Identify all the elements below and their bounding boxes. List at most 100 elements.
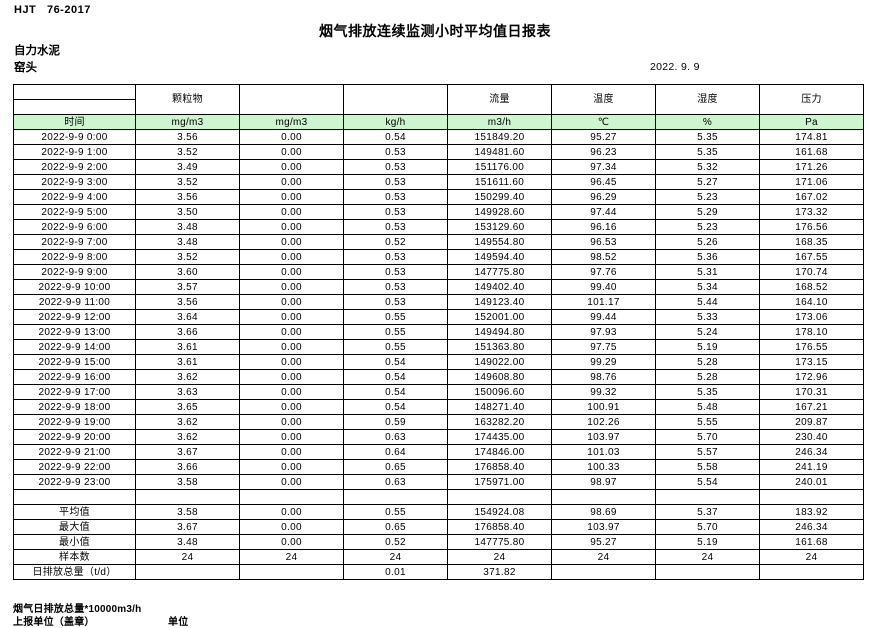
table-row: 2022-9-9 7:00 3.48 0.00 0.52 149554.80 96.53 5… (13, 234, 864, 250)
data-cell-2-value: 5.32 (655, 159, 760, 175)
data-cell-11-value: 164.10 (759, 294, 864, 310)
data-cell-17-value: 3.63 (135, 384, 240, 400)
summary-row: 最小值 3.48 0.00 0.52 147775.80 95.27 5.19 161.68 (13, 534, 864, 550)
data-cell-21-value: 3.67 (135, 444, 240, 460)
data-cell-11-value: 3.56 (135, 294, 240, 310)
data-cell-4-value: 167.02 (759, 189, 864, 205)
summary-cell-2-value: 0.00 (239, 534, 344, 550)
summary-cell-0-value: 0.00 (239, 504, 344, 520)
data-cell-21-value: 0.64 (343, 444, 448, 460)
data-cell-10-value: 149402.40 (447, 279, 552, 295)
data-cell-16-value: 98.76 (551, 369, 656, 385)
table-row: 2022-9-9 4:00 3.56 0.00 0.53 150299.40 96.29 5… (13, 189, 864, 205)
summary-cell-2-value: 3.48 (135, 534, 240, 550)
summary-row: 样本数 24 24 24 24 24 24 24 (13, 549, 864, 565)
header-unit-2: kg/h (343, 114, 448, 130)
data-cell-3-label: 2022-9-9 3:00 (13, 174, 136, 190)
summary-row: 平均值 3.58 0.00 0.55 154924.08 98.69 5.37 183.92 (13, 504, 864, 520)
summary-cell-4-value: 0.01 (343, 564, 448, 580)
data-cell-16-value: 5.28 (655, 369, 760, 385)
data-cell-4-value: 96.29 (551, 189, 656, 205)
header-unit-4: ℃ (551, 114, 656, 130)
data-cell-4-value: 0.53 (343, 189, 448, 205)
table-row: 2022-9-9 2:00 3.49 0.00 0.53 151176.00 97.34 5… (13, 159, 864, 175)
data-cell-22-value: 5.58 (655, 459, 760, 475)
data-cell-7-value: 96.53 (551, 234, 656, 250)
header-param-2 (343, 84, 448, 115)
data-cell-21-value: 101.03 (551, 444, 656, 460)
data-cell-6-value: 0.00 (239, 219, 344, 235)
data-cell-7-value: 0.52 (343, 234, 448, 250)
header-param-0: 颗粒物 (135, 84, 240, 115)
data-cell-23-value: 98.97 (551, 474, 656, 490)
spacer-cell (551, 489, 656, 505)
data-cell-0-value: 151849.20 (447, 129, 552, 145)
data-cell-14-value: 97.75 (551, 339, 656, 355)
summary-cell-2-value: 0.52 (343, 534, 448, 550)
summary-row: 日排放总量（t/d） 0.01 371.82 (13, 564, 864, 580)
data-cell-14-value: 0.00 (239, 339, 344, 355)
table-header-unit-row: 时间 mg/m3 mg/m3 kg/h m3/h ℃ % Pa (13, 114, 864, 130)
summary-cell-0-value: 5.37 (655, 504, 760, 520)
data-cell-19-value: 0.59 (343, 414, 448, 430)
summary-cell-3-value: 24 (239, 549, 344, 565)
data-cell-18-value: 167.21 (759, 399, 864, 415)
spacer-cell (759, 489, 864, 505)
data-cell-19-value: 102.26 (551, 414, 656, 430)
data-cell-8-value: 167.55 (759, 249, 864, 265)
data-cell-0-value: 0.54 (343, 129, 448, 145)
data-cell-18-label: 2022-9-9 18:00 (13, 399, 136, 415)
header-param-3: 流量 (447, 84, 552, 115)
data-cell-6-value: 3.48 (135, 219, 240, 235)
data-cell-21-value: 0.00 (239, 444, 344, 460)
summary-cell-4-value (655, 564, 760, 580)
data-cell-16-value: 0.54 (343, 369, 448, 385)
spacer-cell (239, 489, 344, 505)
table-row: 2022-9-9 18:00 3.65 0.00 0.54 148271.40 100.9… (13, 399, 864, 415)
data-cell-7-value: 0.00 (239, 234, 344, 250)
header-param-4: 温度 (551, 84, 656, 115)
data-cell-4-value: 5.23 (655, 189, 760, 205)
data-cell-15-value: 149022.00 (447, 354, 552, 370)
data-cell-20-value: 230.40 (759, 429, 864, 445)
data-cell-10-value: 0.00 (239, 279, 344, 295)
data-cell-23-value: 0.63 (343, 474, 448, 490)
summary-cell-0-value: 0.55 (343, 504, 448, 520)
data-cell-9-value: 0.00 (239, 264, 344, 280)
summary-cell-2-value: 161.68 (759, 534, 864, 550)
data-cell-20-value: 0.63 (343, 429, 448, 445)
data-cell-4-label: 2022-9-9 4:00 (13, 189, 136, 205)
data-cell-3-value: 96.45 (551, 174, 656, 190)
data-cell-9-value: 170.74 (759, 264, 864, 280)
data-cell-2-label: 2022-9-9 2:00 (13, 159, 136, 175)
data-cell-8-value: 0.00 (239, 249, 344, 265)
organization-name: 自力水泥 (14, 45, 60, 57)
data-cell-11-value: 101.17 (551, 294, 656, 310)
table-spacer-row (13, 489, 864, 505)
table-row: 2022-9-9 19:00 3.62 0.00 0.59 163282.20 102.2… (13, 414, 864, 430)
emissions-table: 颗粒物 流量 温度 湿度 压力 时间 mg/m3 mg/m3 kg/h m3/h… (13, 84, 864, 580)
summary-cell-4-label: 日排放总量（t/d） (13, 564, 136, 580)
data-cell-16-label: 2022-9-9 16:00 (13, 369, 136, 385)
data-cell-17-label: 2022-9-9 17:00 (13, 384, 136, 400)
summary-cell-1-value: 5.70 (655, 519, 760, 535)
data-cell-5-label: 2022-9-9 5:00 (13, 204, 136, 220)
data-cell-20-value: 103.97 (551, 429, 656, 445)
data-cell-22-value: 0.00 (239, 459, 344, 475)
data-cell-9-label: 2022-9-9 9:00 (13, 264, 136, 280)
header-unit-6: Pa (759, 114, 864, 130)
summary-cell-0-label: 平均值 (13, 504, 136, 520)
data-cell-15-label: 2022-9-9 15:00 (13, 354, 136, 370)
data-cell-16-value: 0.00 (239, 369, 344, 385)
table-row: 2022-9-9 8:00 3.52 0.00 0.53 149594.40 98.52 5… (13, 249, 864, 265)
data-cell-2-value: 3.49 (135, 159, 240, 175)
data-cell-21-label: 2022-9-9 21:00 (13, 444, 136, 460)
table-row: 2022-9-9 22:00 3.66 0.00 0.65 176858.40 100.3… (13, 459, 864, 475)
data-cell-21-value: 174846.00 (447, 444, 552, 460)
table-row: 2022-9-9 14:00 3.61 0.00 0.55 151363.80 97.75… (13, 339, 864, 355)
data-cell-8-value: 149594.40 (447, 249, 552, 265)
data-cell-8-value: 0.53 (343, 249, 448, 265)
data-cell-10-value: 168.52 (759, 279, 864, 295)
data-cell-8-value: 5.36 (655, 249, 760, 265)
data-cell-6-value: 5.23 (655, 219, 760, 235)
